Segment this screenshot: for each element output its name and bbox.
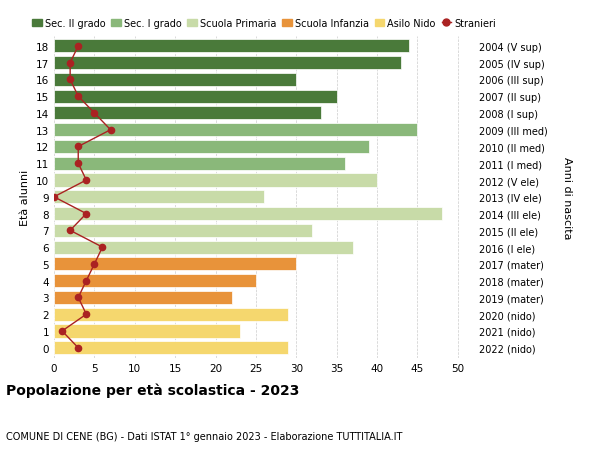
Bar [54, 241, 353, 254]
Bar [54, 157, 345, 170]
Text: COMUNE DI CENE (BG) - Dati ISTAT 1° gennaio 2023 - Elaborazione TUTTITALIA.IT: COMUNE DI CENE (BG) - Dati ISTAT 1° genn… [6, 431, 403, 441]
Bar [54, 291, 232, 304]
Bar [54, 258, 296, 271]
Bar [54, 274, 256, 288]
Bar [54, 341, 288, 354]
Bar [54, 124, 418, 137]
Bar [54, 140, 369, 154]
Bar [54, 325, 240, 338]
Text: Popolazione per età scolastica - 2023: Popolazione per età scolastica - 2023 [6, 382, 299, 397]
Bar [54, 40, 409, 53]
Bar [54, 224, 313, 237]
Bar [54, 191, 264, 204]
Bar [54, 174, 377, 187]
Bar [54, 90, 337, 103]
Y-axis label: Anni di nascita: Anni di nascita [562, 156, 571, 239]
Y-axis label: Età alunni: Età alunni [20, 169, 31, 225]
Bar [54, 57, 401, 70]
Bar [54, 74, 296, 87]
Bar [54, 107, 320, 120]
Bar [54, 308, 288, 321]
Bar [54, 207, 442, 221]
Legend: Sec. II grado, Sec. I grado, Scuola Primaria, Scuola Infanzia, Asilo Nido, Stran: Sec. II grado, Sec. I grado, Scuola Prim… [32, 19, 496, 28]
